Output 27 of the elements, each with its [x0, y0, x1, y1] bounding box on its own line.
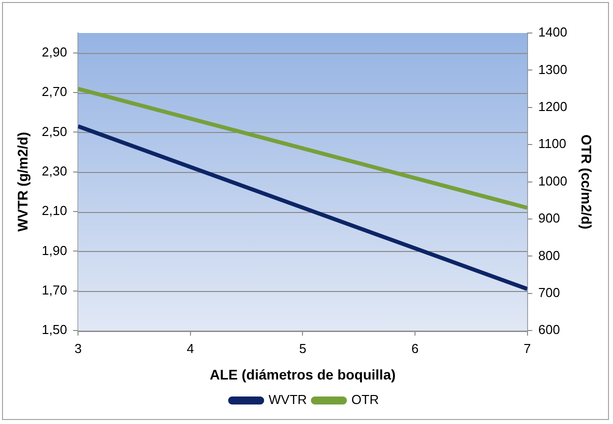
legend-label: OTR: [351, 392, 379, 408]
y2-tick-label: 1200: [538, 98, 568, 114]
x-tick-label: 4: [186, 340, 194, 356]
y2-tick-label: 1300: [538, 62, 568, 77]
x-tick-label: 5: [299, 340, 306, 356]
legend-label: WVTR: [268, 392, 307, 408]
y2-tick-label: 800: [538, 248, 560, 263]
y-tick-label: 2,30: [42, 163, 68, 178]
x-tick-label: 7: [524, 340, 531, 356]
y2-tick-label: 900: [538, 210, 560, 226]
y-tick-label: 1,70: [42, 282, 68, 298]
y-tick-label: 2,90: [42, 44, 68, 60]
y-tick-label: 1,50: [42, 322, 68, 338]
x-tick-label: 6: [411, 340, 419, 356]
x-axis-title: ALE (diámetros de boquilla): [210, 366, 396, 382]
y2-tick-label: 600: [538, 322, 560, 338]
y-tick-label: 2,70: [42, 84, 68, 100]
y2-tick-label: 1100: [538, 136, 566, 152]
y2-tick-label: 1000: [538, 173, 568, 188]
y-tick-label: 2,50: [42, 124, 68, 139]
y-tick-label: 2,10: [42, 203, 68, 218]
y2-tick-label: 700: [538, 284, 560, 300]
x-tick-label: 3: [74, 340, 82, 356]
y-tick-label: 1,90: [42, 242, 68, 258]
y-axis-title: WVTR (g/m2/d): [14, 132, 30, 232]
y2-axis-title: OTR (cc/m2/d): [578, 134, 595, 230]
y2-tick-label: 1400: [538, 24, 568, 40]
